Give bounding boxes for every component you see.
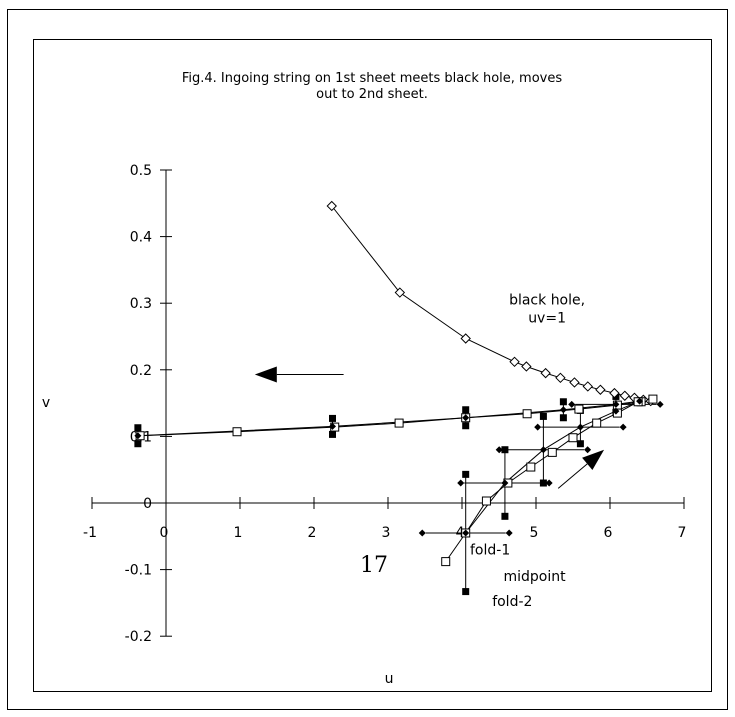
data-point-diamond-filled — [612, 407, 620, 415]
error-bar-cap — [418, 529, 426, 537]
x-tick-label: 5 — [530, 525, 539, 541]
series-markers — [134, 200, 658, 567]
error-bar-cap — [568, 400, 576, 408]
x-axis-label: u — [385, 671, 394, 687]
data-point-square-open — [441, 557, 451, 567]
error-bar-cap — [584, 446, 592, 454]
data-point-diamond-filled — [612, 400, 620, 408]
data-point-diamond-open — [595, 384, 606, 395]
data-point-diamond-open — [555, 372, 566, 383]
annotation-text: black hole, — [509, 293, 585, 309]
y-axis-label: v — [42, 395, 50, 411]
data-point-diamond-open — [509, 356, 520, 368]
data-point-diamond-filled — [462, 414, 470, 422]
arrow-shaft — [557, 463, 588, 489]
arrows — [254, 366, 605, 489]
x-tick-label: 3 — [382, 525, 391, 541]
error-bar-cap — [534, 423, 542, 431]
x-tick-label: -1 — [83, 525, 97, 541]
error-bar-cap — [462, 406, 470, 414]
data-point-square-open — [232, 427, 242, 437]
data-point-diamond-filled — [539, 446, 547, 454]
x-tick-label: 2 — [308, 525, 317, 541]
data-point-square-open — [547, 447, 557, 457]
x-tick-label: 7 — [678, 525, 687, 541]
data-point-square-open — [526, 462, 536, 472]
annotation-text: midpoint — [503, 569, 566, 585]
error-bar-cap — [462, 470, 470, 478]
data-point-diamond-filled — [576, 423, 584, 431]
arrow-head — [582, 449, 605, 471]
error-bar-cap — [495, 446, 503, 454]
data-point-square-open — [648, 394, 658, 404]
chart-area-border — [33, 39, 712, 692]
error-bar-cap — [619, 423, 627, 431]
annotations: black hole, uv=1 fold-1 midpoint fold-2 — [470, 293, 585, 611]
error-bar-cap — [329, 414, 336, 422]
data-point-diamond-open — [394, 287, 406, 298]
error-bar-cap — [539, 412, 547, 420]
data-point-diamond-filled — [501, 479, 509, 487]
chart-title-line-2: out to 2nd sheet. — [316, 87, 428, 102]
y-tick-label: 0 — [143, 496, 152, 512]
y-tick-label: 0.4 — [130, 230, 152, 246]
error-bar-cap — [134, 440, 142, 448]
y-tick-label: -0.2 — [125, 629, 152, 645]
x-tick-label: 1 — [234, 525, 243, 541]
data-point-diamond-open — [326, 200, 337, 212]
error-bar-cap — [462, 588, 470, 596]
data-point-diamond-open — [460, 333, 471, 344]
error-bar-cap — [501, 446, 509, 454]
data-point-diamond-open — [582, 381, 594, 392]
y-tick-label: 0.3 — [130, 296, 152, 312]
error-bar-cap — [462, 422, 470, 430]
error-bar-cap — [559, 398, 567, 406]
error-bar-cap — [501, 512, 509, 520]
data-point-diamond-open — [569, 377, 580, 388]
arrow-head — [254, 366, 277, 383]
data-point-diamond-open — [619, 390, 631, 401]
error-bar-cap — [576, 440, 584, 448]
data-point-square-open — [592, 418, 602, 428]
error-bar-cap — [329, 430, 336, 438]
data-point-diamond-filled — [462, 529, 470, 537]
data-point-diamond-open — [540, 367, 551, 379]
y-tick-label: 0.5 — [130, 163, 152, 179]
error-bar-cap — [505, 529, 513, 537]
y-tick-label: 0.2 — [130, 363, 152, 379]
x-tick-label: 0 — [160, 525, 169, 541]
data-point-square-open — [394, 418, 404, 428]
annotation-text: fold-1 — [470, 542, 510, 558]
annotation-text: fold-2 — [492, 594, 532, 610]
data-point-square-open — [568, 433, 578, 443]
data-point-diamond-open — [609, 387, 620, 399]
error-bar-cap — [545, 479, 553, 487]
error-bar-cap — [559, 414, 567, 422]
page-number: 17 — [360, 553, 388, 578]
data-point-square-open — [481, 496, 491, 506]
data-point-square-open — [574, 404, 584, 414]
error-bar-cap — [134, 424, 142, 432]
annotation-text: uv=1 — [528, 311, 566, 327]
data-point-diamond-filled — [134, 432, 142, 440]
chart-title-line-1: Fig.4. Ingoing string on 1st sheet meets… — [182, 71, 563, 86]
error-bar-cap — [457, 479, 465, 487]
x-tick-label: 6 — [604, 525, 613, 541]
data-point-diamond-open — [521, 361, 532, 372]
data-point-diamond-filled — [329, 422, 336, 430]
data-point-diamond-filled — [636, 397, 644, 405]
error-bar-cap — [656, 400, 664, 408]
data-point-square-open — [522, 409, 532, 419]
data-point-diamond-filled — [559, 406, 567, 414]
y-tick-label: -0.1 — [125, 563, 152, 579]
